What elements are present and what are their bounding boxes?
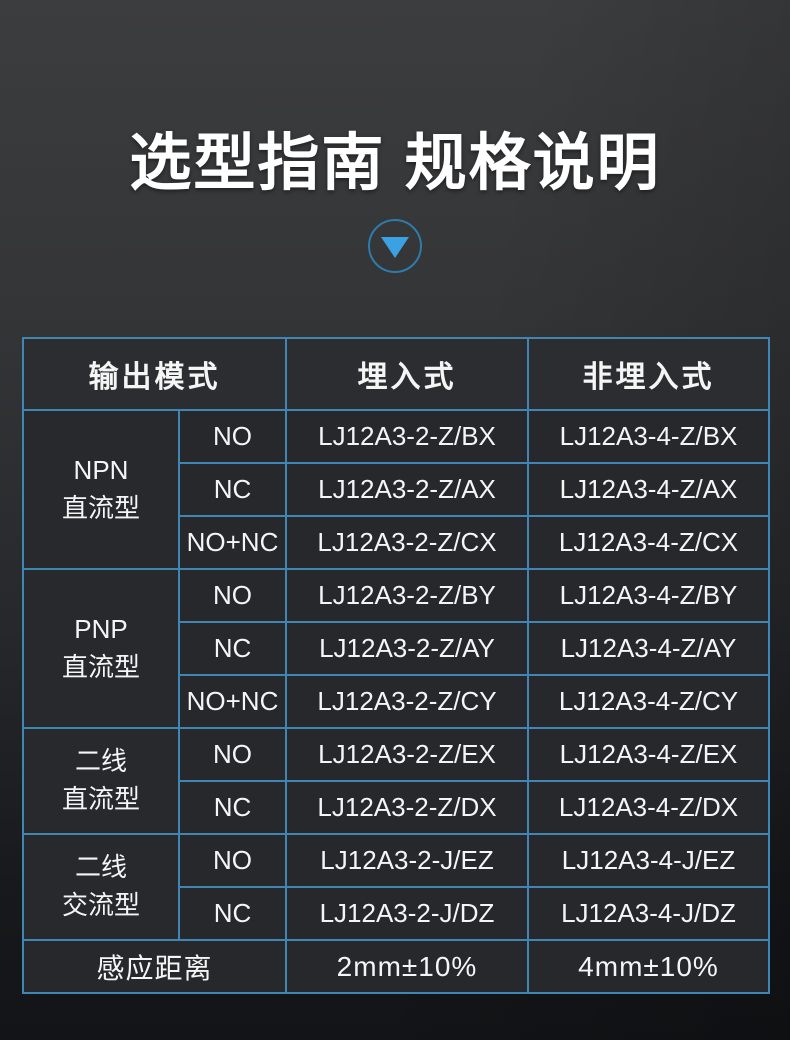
model-flush-cell: LJ12A3-2-J/EZ (285, 833, 529, 888)
category-line: 二线 (74, 852, 127, 883)
output-mode-cell: NO+NC (178, 515, 287, 570)
output-mode-cell: NO (178, 727, 287, 782)
table-row: NC LJ12A3-2-Z/DX LJ12A3-4-Z/DX (23, 780, 770, 835)
sensing-distance-label: 感应距离 (22, 939, 287, 994)
model-nonflush-cell: LJ12A3-4-Z/CX (527, 515, 770, 570)
model-flush-cell: LJ12A3-2-Z/AX (285, 462, 529, 517)
table-row: 二线 交流型 NO LJ12A3-2-J/EZ LJ12A3-4-J/EZ (22, 833, 770, 941)
chevron-down-icon (381, 237, 409, 258)
model-nonflush-cell: LJ12A3-4-Z/AY (527, 621, 770, 676)
header-non-flush: 非埋入式 (527, 337, 770, 411)
category-line: NPN (73, 454, 129, 485)
category-cell-2wire-dc: 二线 直流型 (22, 727, 180, 835)
output-mode-cell: NO+NC (178, 674, 287, 729)
model-nonflush-cell: LJ12A3-4-J/DZ (527, 886, 770, 941)
category-line: 二线 (74, 746, 127, 777)
model-nonflush-cell: LJ12A3-4-Z/EX (527, 727, 770, 782)
sensing-distance-row: 感应距离 2mm±10% 4mm±10% (22, 939, 770, 994)
table-row: NC LJ12A3-2-Z/AY LJ12A3-4-Z/AY (23, 621, 770, 676)
model-nonflush-cell: LJ12A3-4-Z/DX (527, 780, 770, 835)
output-mode-cell: NC (178, 780, 287, 835)
header-output-mode: 输出模式 (22, 337, 287, 411)
page-title: 选型指南 规格说明 (129, 129, 661, 198)
model-flush-cell: LJ12A3-2-Z/DX (285, 780, 529, 835)
category-cell-pnp-dc: PNP 直流型 (22, 568, 180, 729)
model-nonflush-cell: LJ12A3-4-Z/BY (527, 568, 770, 623)
scroll-indicator (368, 219, 422, 273)
model-flush-cell: LJ12A3-2-Z/BX (285, 409, 529, 464)
model-nonflush-cell: LJ12A3-4-J/EZ (527, 833, 770, 888)
table-row: NO+NC LJ12A3-2-Z/CX LJ12A3-4-Z/CX (23, 515, 770, 570)
table-row: 二线 直流型 NO LJ12A3-2-Z/EX LJ12A3-4-Z/EX (22, 727, 770, 835)
table-header-row: 输出模式 埋入式 非埋入式 (22, 337, 770, 411)
header-flush: 埋入式 (285, 337, 529, 411)
category-line: 直流型 (61, 784, 140, 814)
output-mode-cell: NC (178, 462, 287, 517)
table-row: PNP 直流型 NO LJ12A3-2-Z/BY LJ12A3-4-Z/BY (22, 568, 770, 729)
category-line: 直流型 (61, 492, 140, 523)
model-nonflush-cell: LJ12A3-4-Z/BX (527, 409, 770, 464)
model-flush-cell: LJ12A3-2-Z/EX (285, 727, 529, 782)
sensing-distance-nonflush: 4mm±10% (527, 939, 770, 994)
model-flush-cell: LJ12A3-2-Z/CX (285, 515, 529, 570)
table-row: NPN 直流型 NO LJ12A3-2-Z/BX LJ12A3-4-Z/BX (22, 409, 770, 570)
table-row: NC LJ12A3-2-Z/AX LJ12A3-4-Z/AX (23, 462, 770, 517)
model-flush-cell: LJ12A3-2-J/DZ (285, 886, 529, 941)
spec-table: 输出模式 埋入式 非埋入式 NPN 直流型 NO LJ12A3-2-Z/BX L… (22, 337, 770, 994)
category-line: 交流型 (61, 890, 140, 920)
sensing-distance-flush: 2mm±10% (285, 939, 529, 994)
category-cell-2wire-ac: 二线 交流型 (22, 833, 180, 941)
category-line: 直流型 (61, 651, 140, 682)
model-flush-cell: LJ12A3-2-Z/CY (285, 674, 529, 729)
table-row: NO+NC LJ12A3-2-Z/CY LJ12A3-4-Z/CY (23, 674, 770, 729)
model-flush-cell: LJ12A3-2-Z/BY (285, 568, 529, 623)
model-nonflush-cell: LJ12A3-4-Z/AX (527, 462, 770, 517)
model-flush-cell: LJ12A3-2-Z/AY (285, 621, 529, 676)
output-mode-cell: NO (178, 409, 287, 464)
table-row: NC LJ12A3-2-J/DZ LJ12A3-4-J/DZ (23, 886, 770, 941)
output-mode-cell: NC (178, 886, 287, 941)
model-nonflush-cell: LJ12A3-4-Z/CY (527, 674, 770, 729)
output-mode-cell: NC (178, 621, 287, 676)
output-mode-cell: NO (178, 568, 287, 623)
category-cell-npn-dc: NPN 直流型 (22, 409, 180, 570)
output-mode-cell: NO (178, 833, 287, 888)
category-line: PNP (74, 613, 128, 644)
